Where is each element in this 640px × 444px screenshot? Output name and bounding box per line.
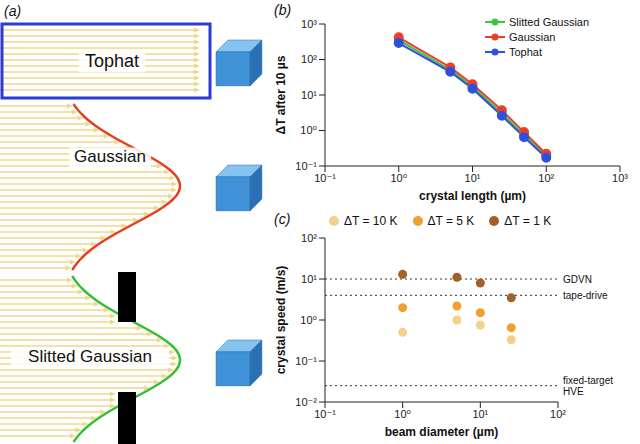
svg-text:10¹: 10¹ [301,273,317,285]
html-text:Slitted Gaussian: Slitted Gaussian [509,15,590,28]
svg-text:10⁰: 10⁰ [394,408,411,420]
svg-text:crystal speed (m/s): crystal speed (m/s) [274,266,288,375]
svg-text:Gaussian: Gaussian [74,147,146,166]
svg-text:10⁻¹: 10⁻¹ [295,355,317,367]
svg-text:GDVN: GDVN [563,274,592,285]
html-text:ΔT = 10 K: ΔT = 10 K [344,214,398,228]
html-text:ΔT = 5 K: ΔT = 5 K [427,214,475,228]
svg-text:fixed-targetHVE: fixed-targetHVE [563,375,613,397]
svg-text:10¹: 10¹ [301,89,317,101]
svg-text:10³: 10³ [612,172,628,184]
svg-text:tape-drive: tape-drive [563,290,608,301]
html-text:(b): (b) [274,2,292,18]
svg-text:10²: 10² [301,232,317,244]
html-text:ΔT = 1 K: ΔT = 1 K [504,214,552,228]
svg-text:10⁰: 10⁰ [390,172,407,184]
html-text:Gaussian: Gaussian [509,30,556,43]
svg-text:crystal length (µm): crystal length (µm) [419,189,526,203]
svg-text:(a): (a) [4,3,21,19]
svg-text:Tophat: Tophat [85,51,139,71]
svg-text:10²: 10² [550,408,566,420]
svg-text:10⁻¹: 10⁻¹ [314,408,336,420]
svg-text:10¹: 10¹ [465,172,481,184]
svg-text:10²: 10² [301,53,317,65]
svg-text:10⁰: 10⁰ [300,314,317,326]
svg-text:ΔT after 10 µs: ΔT after 10 µs [274,55,288,134]
html-text:(c): (c) [274,211,291,227]
svg-text:10¹: 10¹ [472,408,488,420]
svg-text:10⁻²: 10⁻² [295,396,317,408]
svg-text:10⁻¹: 10⁻¹ [314,172,336,184]
svg-text:10⁰: 10⁰ [300,124,317,136]
svg-text:10²: 10² [538,172,554,184]
html-text:Tophat: Tophat [509,45,542,58]
svg-text:10⁻¹: 10⁻¹ [295,160,317,172]
svg-text:10³: 10³ [301,18,317,30]
svg-text:beam diameter (µm): beam diameter (µm) [385,425,499,439]
svg-text:Slitted Gaussian: Slitted Gaussian [28,347,152,366]
